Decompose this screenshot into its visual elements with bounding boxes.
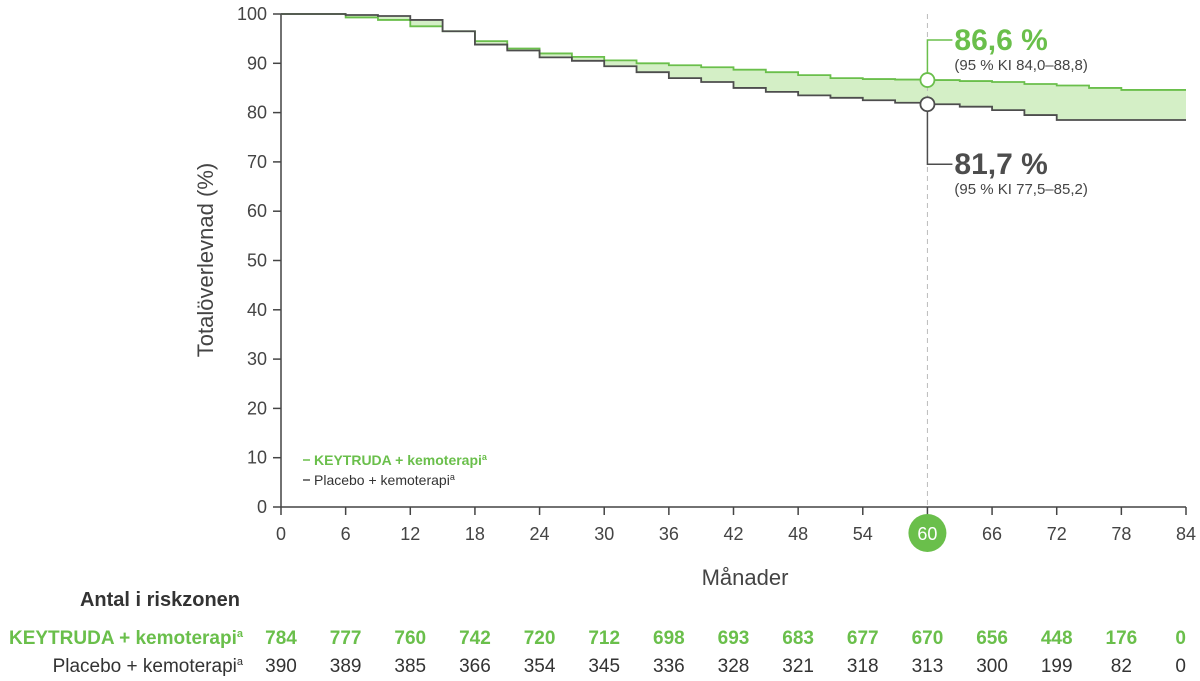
x-axis-label: Månader: [702, 565, 789, 590]
risk-count: 390: [265, 656, 297, 677]
risk-count: 321: [782, 656, 814, 677]
risk-count: 318: [847, 656, 879, 677]
risk-count: 300: [976, 656, 1008, 677]
annotation-ci: (95 % KI 84,0–88,8): [954, 57, 1087, 74]
y-tick-label: 50: [247, 251, 267, 271]
risk-count: 345: [588, 656, 620, 677]
x-tick-label: 54: [853, 524, 873, 544]
y-tick-label: 70: [247, 152, 267, 172]
y-tick-label: 100: [237, 4, 267, 24]
x-tick-label: 18: [465, 524, 485, 544]
x-tick-label: 42: [723, 524, 743, 544]
risk-count: 199: [1041, 656, 1073, 677]
x-tick-label: 48: [788, 524, 808, 544]
y-tick-label: 30: [247, 349, 267, 369]
risk-count: 366: [459, 656, 491, 677]
risk-count: 656: [976, 628, 1008, 649]
annotation-connector: [926, 104, 953, 165]
x-tick-label: 6: [341, 524, 351, 544]
y-tick-label: 20: [247, 398, 267, 418]
x-tick-label: 30: [594, 524, 614, 544]
legend-name: Placebo + kemoterapi: [314, 472, 450, 488]
difference-band: [281, 14, 1186, 120]
y-tick-label: 60: [247, 201, 267, 221]
x-tick-label: 66: [982, 524, 1002, 544]
y-tick-label: 0: [257, 497, 267, 517]
y-tick-label: 40: [247, 300, 267, 320]
risk-count: 677: [847, 628, 879, 649]
risk-count: 698: [653, 628, 685, 649]
legend-note: a: [450, 472, 455, 482]
x-tick-highlight: [908, 514, 947, 552]
risk-count: 683: [782, 628, 814, 649]
x-tick-label: 12: [400, 524, 420, 544]
legend-entry: Placebo + kemoterapia: [314, 472, 455, 488]
survival-curve: [281, 13, 1186, 121]
risk-count: 82: [1111, 656, 1132, 677]
risk-count: 777: [330, 628, 362, 649]
risk-count: 670: [912, 628, 944, 649]
risk-count: 760: [394, 628, 426, 649]
risk-count: 328: [718, 656, 750, 677]
x-tick-label: 0: [276, 524, 286, 544]
y-tick-label: 80: [247, 103, 267, 123]
risk-count: 0: [1175, 656, 1186, 677]
risk-count: 176: [1106, 628, 1138, 649]
risk-count: 448: [1041, 628, 1073, 649]
legend-name: KEYTRUDA + kemoterapi: [314, 452, 482, 468]
risk-count: 742: [459, 628, 491, 649]
legend-entry: KEYTRUDA + kemoterapia: [314, 452, 488, 468]
y-axis-label: Totalöverlevnad (%): [193, 163, 218, 357]
risk-count: 784: [265, 628, 297, 649]
y-tick-label: 10: [247, 448, 267, 468]
risk-count: 313: [912, 656, 944, 677]
risk-row-note: a: [237, 628, 244, 640]
annotation-connector: [926, 39, 953, 81]
risk-count: 354: [524, 656, 556, 677]
risk-count: 389: [330, 656, 362, 677]
risk-count: 0: [1175, 628, 1186, 649]
annotation-value: 86,6 %: [954, 24, 1047, 57]
risk-row-name: Placebo + kemoterapi: [53, 656, 237, 677]
risk-count: 693: [718, 628, 750, 649]
risk-count: 720: [524, 628, 556, 649]
legend-note: a: [482, 452, 488, 462]
annotation-value: 81,7 %: [954, 148, 1047, 181]
x-tick-label: 24: [530, 524, 550, 544]
risk-count: 712: [588, 628, 620, 649]
risk-row-label: Placebo + kemoterapia: [53, 656, 244, 677]
y-tick-label: 90: [247, 53, 267, 73]
annotation-point: [919, 96, 936, 113]
risk-table-title: Antal i riskzonen: [80, 589, 240, 611]
x-tick-label: 36: [659, 524, 679, 544]
x-tick-label: 84: [1176, 524, 1196, 544]
risk-count: 336: [653, 656, 685, 677]
x-tick-label: 60: [917, 524, 937, 544]
annotation-ci: (95 % KI 77,5–85,2): [954, 181, 1087, 198]
annotation-point: [919, 72, 936, 88]
risk-row-name: KEYTRUDA + kemoterapi: [9, 628, 237, 649]
risk-row-note: a: [237, 656, 244, 668]
x-tick-label: 78: [1111, 524, 1131, 544]
risk-row-label: KEYTRUDA + kemoterapia: [9, 628, 244, 649]
risk-count: 385: [394, 656, 426, 677]
x-tick-label: 72: [1047, 524, 1067, 544]
